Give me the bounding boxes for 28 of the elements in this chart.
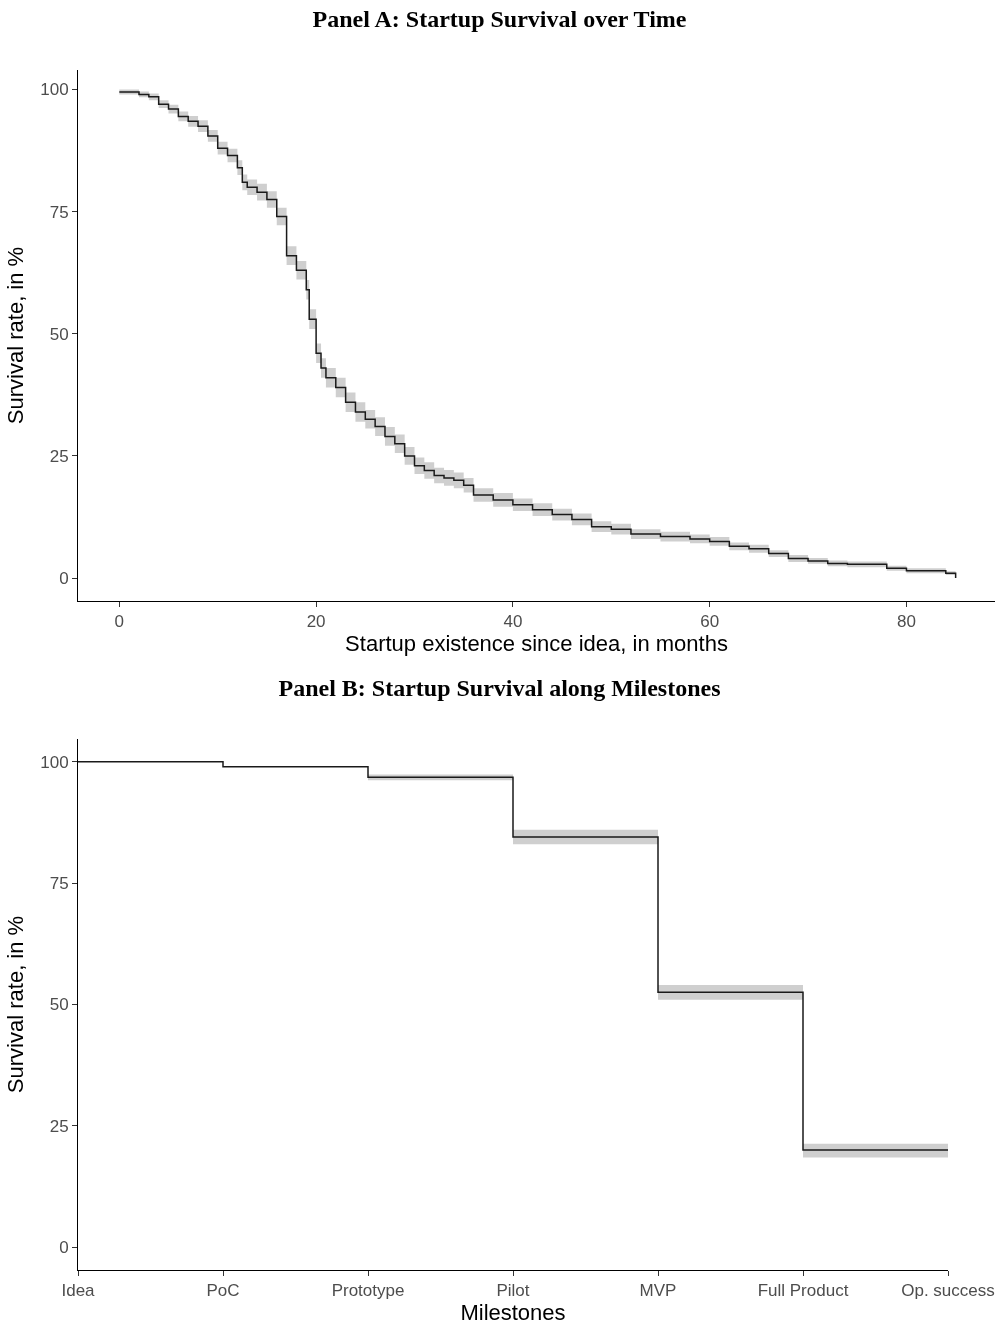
y-axis-title: Survival rate, in % bbox=[3, 915, 29, 1094]
y-tick-label: 0 bbox=[59, 568, 69, 588]
y-tick-label: 75 bbox=[49, 874, 69, 894]
chart-title: Panel B: Startup Survival along Milestones bbox=[278, 674, 721, 701]
x-tick-label: 40 bbox=[503, 612, 523, 632]
x-tick-label: Prototype bbox=[331, 1281, 405, 1301]
x-tick-label: 60 bbox=[700, 612, 720, 632]
y-tick-label: 100 bbox=[40, 752, 69, 772]
y-tick-label: 0 bbox=[59, 1238, 69, 1258]
y-tick-label: 25 bbox=[49, 446, 69, 466]
x-tick-label: MVP bbox=[639, 1281, 677, 1301]
y-axis-title: Survival rate, in % bbox=[3, 246, 29, 425]
y-tick-label: 25 bbox=[49, 1116, 69, 1136]
y-tick-label: 50 bbox=[49, 995, 69, 1015]
x-axis-title: Startup existence since idea, in months bbox=[345, 631, 728, 657]
chart-title: Panel A: Startup Survival over Time bbox=[312, 5, 687, 32]
x-tick-label: 0 bbox=[114, 612, 125, 632]
x-tick-label: PoC bbox=[206, 1281, 240, 1301]
x-tick-label: 20 bbox=[306, 612, 326, 632]
x-tick-label: 80 bbox=[896, 612, 916, 632]
x-tick-label: Full Product bbox=[757, 1281, 849, 1301]
x-tick-label: Pilot bbox=[496, 1281, 530, 1301]
y-tick-label: 50 bbox=[49, 324, 69, 344]
x-tick-label: Idea bbox=[61, 1281, 96, 1301]
x-tick-label: Op. success bbox=[901, 1281, 995, 1301]
x-axis-title: Milestones bbox=[460, 1300, 566, 1326]
y-tick-label: 75 bbox=[49, 202, 69, 222]
y-tick-label: 100 bbox=[40, 80, 69, 100]
